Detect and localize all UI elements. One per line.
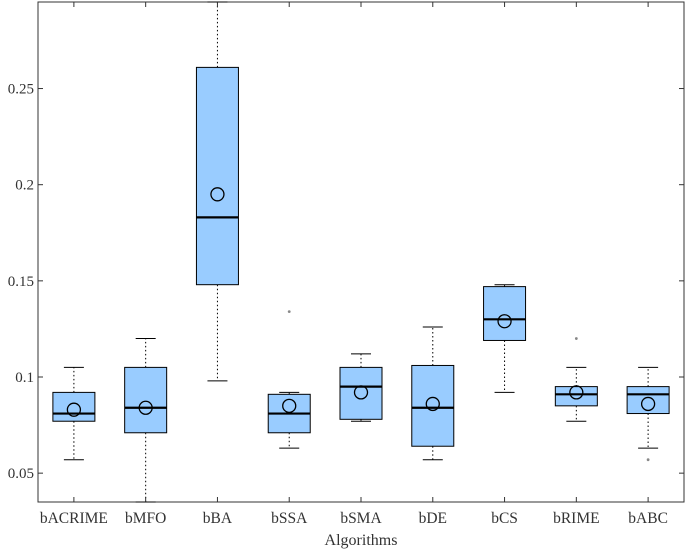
boxes	[52, 1, 670, 503]
x-tick-label: bDE	[419, 510, 447, 527]
mean-marker	[569, 385, 584, 400]
outlier-point	[574, 337, 578, 340]
box-bBA	[195, 1, 239, 382]
y-tick-label: 0.15	[8, 274, 34, 290]
mean-marker	[138, 400, 153, 415]
mean-marker	[282, 398, 297, 413]
x-tick-label: bACRIME	[40, 510, 108, 527]
mean-marker	[210, 187, 225, 202]
x-tick-label: bMFO	[125, 510, 166, 527]
x-axis: bACRIME bMFO bBA bSSA bSMA bDE bCS bRIME bABC	[40, 2, 668, 527]
x-tick-label: bBA	[203, 510, 233, 527]
y-tick-label: 0.1	[15, 370, 34, 386]
box-bMFO	[124, 338, 168, 503]
iqr-box	[339, 366, 383, 420]
box-bACRIME	[52, 366, 96, 461]
outlier-point	[287, 310, 291, 314]
iqr-box	[483, 286, 527, 341]
outlier-point	[646, 458, 650, 462]
y-tick-label: 0.05	[8, 466, 34, 482]
iqr-box	[124, 366, 168, 434]
box-bSSA	[267, 310, 311, 449]
mean-marker	[425, 396, 440, 412]
mean-marker	[497, 314, 512, 329]
y-axis: 0.05 0.1 0.15 0.2 0.25	[8, 82, 684, 482]
iqr-box	[195, 66, 239, 286]
box-bCS	[483, 284, 527, 393]
x-tick-label: bCS	[491, 510, 518, 527]
mean-marker	[640, 396, 656, 412]
x-tick-label: bSMA	[340, 510, 382, 527]
iqr-box	[554, 386, 598, 407]
iqr-box	[626, 386, 670, 415]
mean-marker	[66, 402, 82, 417]
mean-marker	[353, 385, 369, 400]
x-tick-label: bABC	[628, 510, 668, 527]
x-axis-label: Algorithms	[325, 532, 398, 549]
box-bSMA	[339, 353, 383, 422]
y-tick-label: 0.2	[15, 178, 34, 194]
y-tick-label: 0.25	[8, 82, 34, 98]
x-tick-label: bSSA	[271, 510, 308, 527]
box-bABC	[626, 366, 670, 462]
box-bRIME	[554, 337, 598, 422]
iqr-box	[411, 364, 455, 447]
box-bDE	[411, 326, 455, 461]
x-tick-label: bRIME	[553, 510, 600, 527]
iqr-box	[52, 391, 96, 422]
